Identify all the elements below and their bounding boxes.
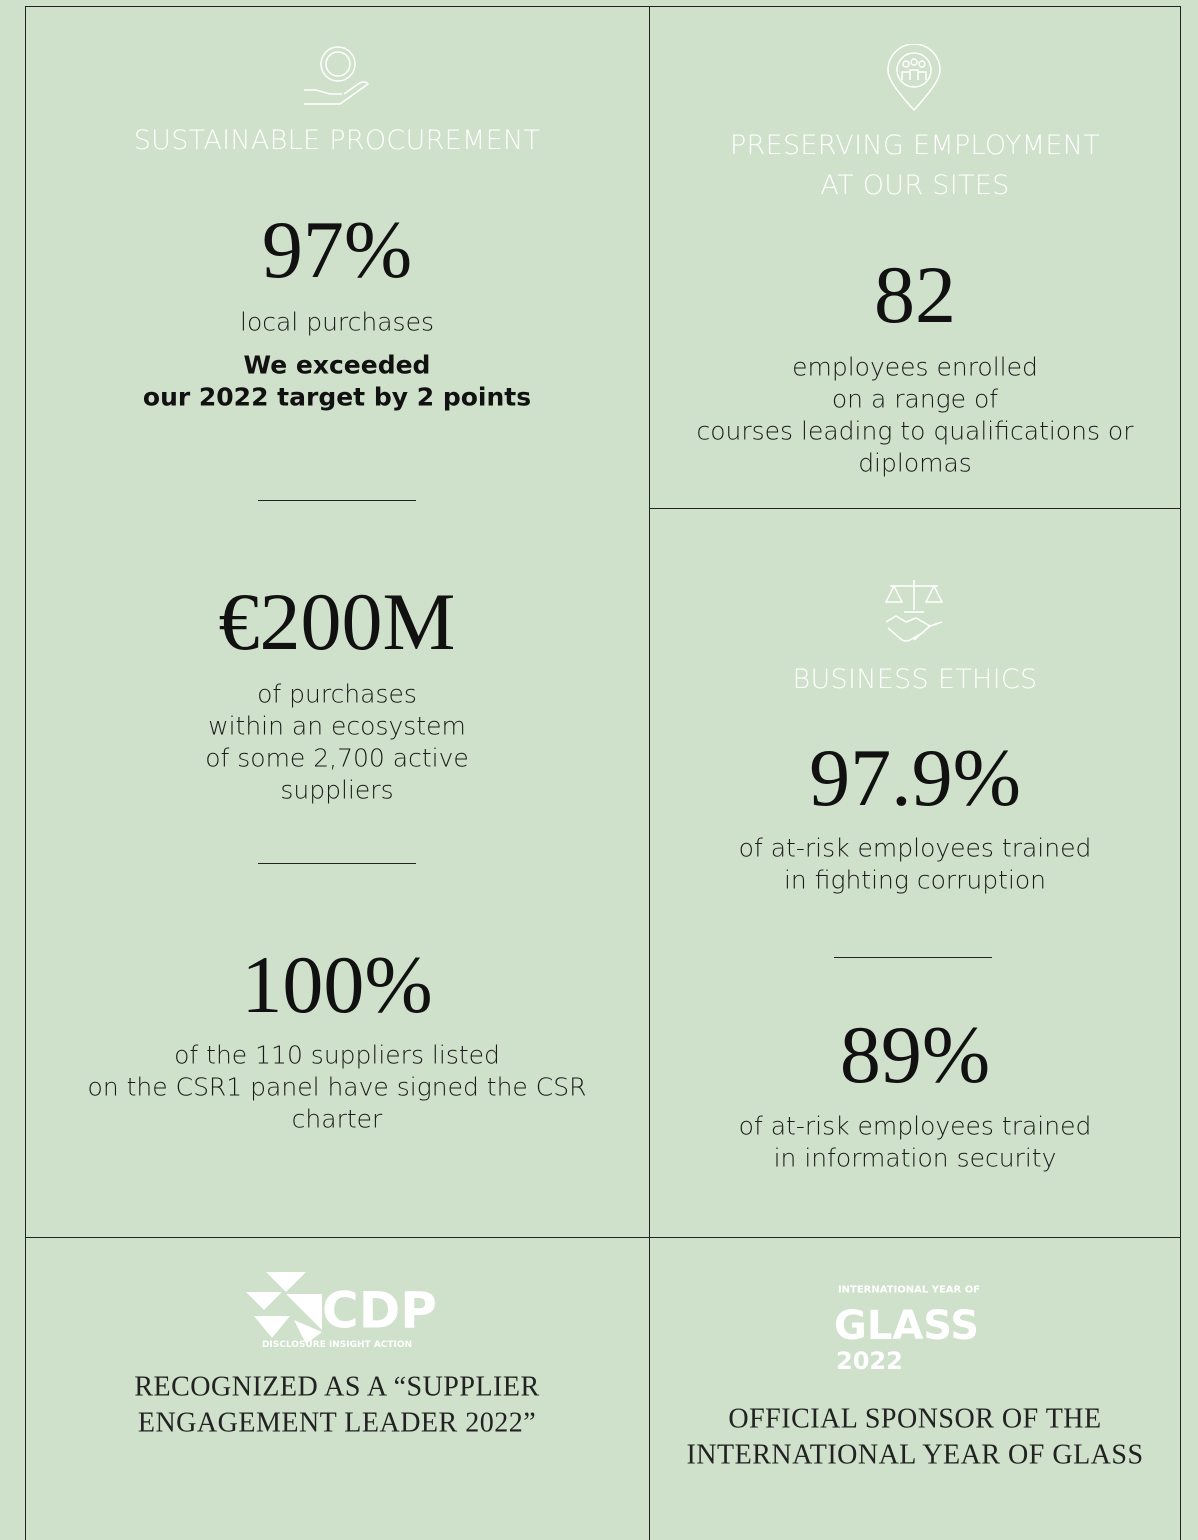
cdp-logo-tagline: DISCLOSURE INSIGHT ACTION [261,1340,413,1351]
frame-top [25,6,1181,7]
caption: RECOGNIZED AS A “SUPPLIER [134,1371,540,1403]
scales-handshake-icon [884,580,944,642]
stat-desc: diplomas [858,448,972,478]
stat-desc: in fighting corruption [783,865,1047,895]
separator [258,500,416,501]
separator [258,863,416,864]
caption: ENGAGEMENT LEADER 2022” [137,1407,537,1439]
cdp-logo-text: CDP [322,1281,437,1340]
stat-desc: of at-risk employees trained [738,1111,1092,1141]
stat-value: 100% [241,938,433,1030]
frame-mid [649,6,650,1540]
section-title: SUSTAINABLE PROCUREMENT [133,125,541,157]
caption: INTERNATIONAL YEAR OF GLASS [686,1439,1144,1471]
stat-value: 89% [839,1008,991,1100]
stat-desc: of the 110 suppliers listed [174,1040,500,1070]
stat-desc: local purchases [240,307,434,337]
stat-desc: charter [291,1104,383,1134]
frame-right [1180,6,1181,1540]
stat-desc: courses leading to qualifications or [696,416,1134,446]
stat-desc: employees enrolled [792,352,1038,382]
stat-value: 97% [261,203,413,295]
stat-note: We exceeded [243,350,431,380]
section-title: AT OUR SITES [820,170,1010,202]
stat-desc: of some 2,700 active [205,743,469,773]
stat-desc: on the CSR1 panel have signed the CSR [87,1072,587,1102]
frame-h1 [649,508,1181,509]
stat-value: €200M [218,575,456,667]
glass-logo-year: 2022 [836,1346,903,1375]
stat-desc: within an ecosystem [208,711,466,741]
stat-desc: of purchases [257,679,417,709]
cdp-logo-mark [246,1272,322,1344]
stat-value: 82 [874,248,956,340]
location-people-icon [887,44,941,112]
separator [834,957,992,958]
stat-desc: of at-risk employees trained [738,833,1092,863]
stat-desc: in information security [773,1143,1057,1173]
stat-desc: on a range of [831,384,999,414]
section-title: BUSINESS ETHICS [792,664,1038,696]
glass-logo-top: INTERNATIONAL YEAR OF [837,1284,981,1296]
caption: OFFICIAL SPONSOR OF THE [728,1403,1102,1435]
coin-hand-icon [304,46,370,105]
stat-value: 97.9% [809,731,1021,823]
frame-left [25,6,26,1540]
stat-desc: suppliers [280,775,394,805]
section-title: PRESERVING EMPLOYMENT [729,130,1101,162]
frame-h2 [25,1237,1181,1238]
glass-logo-main: GLASS [834,1303,980,1349]
stat-note: our 2022 target by 2 points [142,382,532,412]
